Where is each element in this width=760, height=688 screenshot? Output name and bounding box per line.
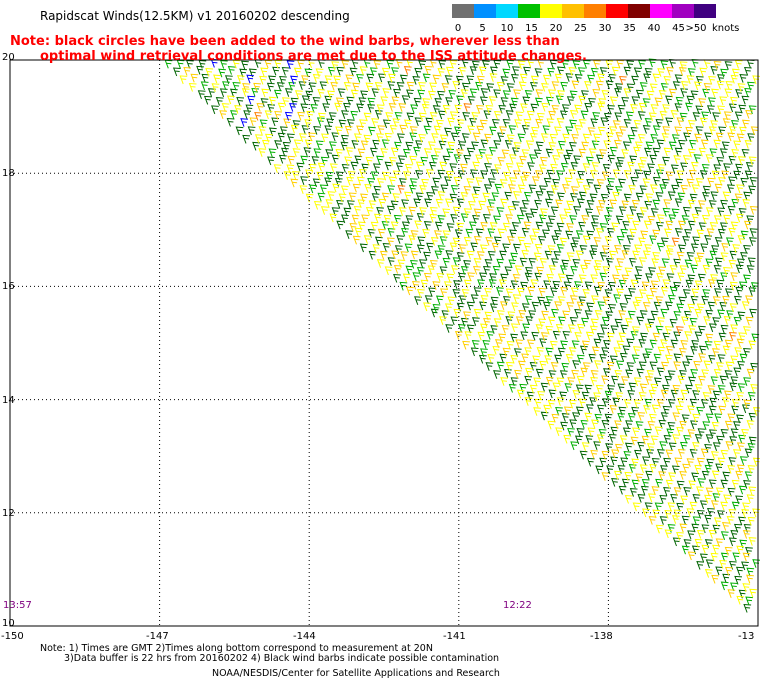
lon-label-135: -13 xyxy=(738,631,755,642)
colorbar-label: 20 xyxy=(549,23,563,34)
colorbar-label: 5 xyxy=(479,23,486,34)
lon-label-147: -147 xyxy=(146,631,169,642)
lat-label-18: 18 xyxy=(2,168,15,179)
colorbar-overflow-label: >50 xyxy=(685,23,707,34)
colorbar-swatch xyxy=(452,4,474,18)
footer-note-line-1: Note: 1) Times are GMT 2)Times along bot… xyxy=(40,643,433,654)
colorbar-swatch xyxy=(584,4,606,18)
colorbar-swatch xyxy=(672,4,694,18)
lat-label-12: 12 xyxy=(2,508,15,519)
map-title: Rapidscat Winds(12.5KM) v1 20160202 desc… xyxy=(40,9,350,23)
lat-label-14: 14 xyxy=(2,395,15,406)
grid-lines xyxy=(10,60,758,626)
wind-barbs-blue xyxy=(210,58,298,127)
lon-label-141: -141 xyxy=(443,631,466,642)
colorbar-swatch xyxy=(540,4,562,18)
lon-label-144: -144 xyxy=(293,631,316,642)
swath-time-left: 13:57 xyxy=(3,600,32,611)
credit-line: NOAA/NESDIS/Center for Satellite Applica… xyxy=(212,668,500,679)
footer-note-line-2: 3)Data buffer is 22 hrs from 20160202 4)… xyxy=(64,653,500,664)
colorbar-label: 0 xyxy=(454,23,462,34)
colorbar-units: knots xyxy=(712,23,740,34)
lon-label-150: -150 xyxy=(1,631,24,642)
map-frame xyxy=(9,59,759,627)
lat-label-10: 10 xyxy=(2,618,15,629)
colorbar-swatch xyxy=(474,4,496,18)
colorbar-label: 25 xyxy=(574,23,587,34)
note-line-1: Note: black circles have been added to t… xyxy=(10,34,560,49)
colorbar-label: 35 xyxy=(623,23,636,34)
lat-label-20: 20 xyxy=(2,52,15,63)
wind-barbs-layer xyxy=(164,58,760,613)
wind-barbs-yellow xyxy=(179,58,760,605)
swath-time-right: 12:22 xyxy=(503,600,532,611)
colorbar-swatch xyxy=(518,4,540,18)
colorbar-swatch xyxy=(650,4,672,18)
colorbar-swatch xyxy=(496,4,518,18)
colorbar-label: 15 xyxy=(525,23,538,34)
colorbar-label: 45 xyxy=(672,23,685,34)
colorbar-swatch xyxy=(694,4,716,18)
note-line-2: optimal wind retrieval conditions are me… xyxy=(40,49,587,64)
colorbar-swatch xyxy=(628,4,650,18)
colorbar-label: 10 xyxy=(500,23,514,34)
wind-barbs-orange xyxy=(254,66,737,341)
colorbar-swatch xyxy=(606,4,628,18)
colorbar-label: 40 xyxy=(647,23,661,34)
lon-label-138: -138 xyxy=(590,631,613,642)
lat-label-16: 16 xyxy=(2,281,15,292)
colorbar-swatch xyxy=(562,4,584,18)
colorbar-label: 30 xyxy=(598,23,612,34)
